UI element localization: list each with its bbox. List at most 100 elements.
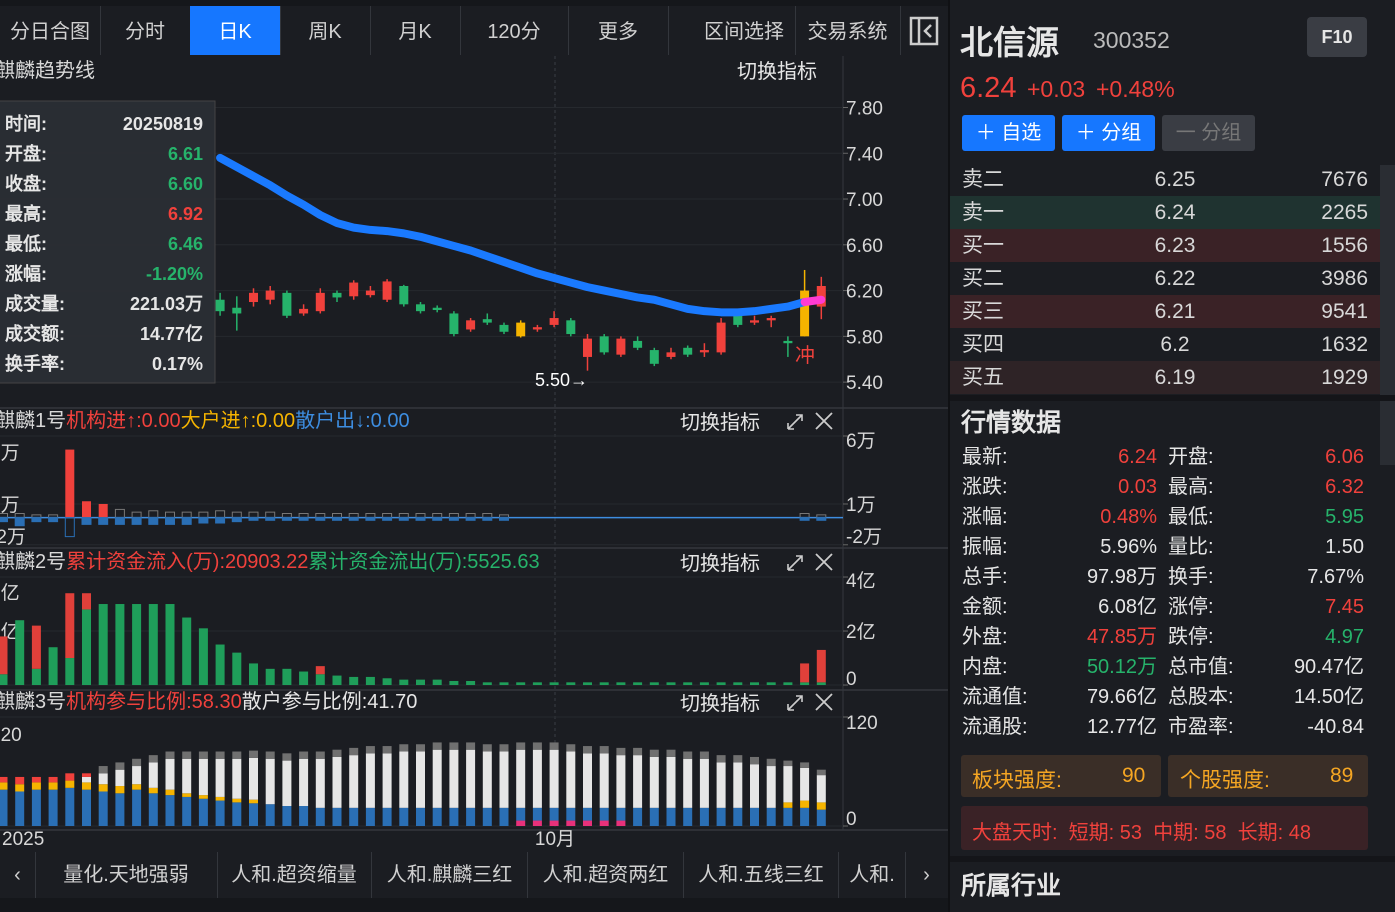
bottom-tab[interactable]: 人和.超资两红 bbox=[528, 852, 684, 898]
y-tick-label: 5.40 bbox=[846, 373, 883, 394]
action-button[interactable]: ＋ 分组 bbox=[1062, 115, 1155, 151]
bottom-tab[interactable]: 人和.麒麟三红 bbox=[372, 852, 528, 898]
switch-indicator: 切换指标 bbox=[680, 411, 760, 434]
tab-prev[interactable]: ‹ bbox=[0, 852, 36, 898]
quote-value: 4.97 bbox=[1325, 626, 1364, 648]
y-tick-label: 2亿 bbox=[846, 621, 876, 643]
collapse-icon[interactable] bbox=[900, 6, 948, 55]
tab[interactable]: 区间选择 bbox=[693, 6, 796, 55]
inflow-bar bbox=[666, 682, 676, 686]
outflow-bar bbox=[298, 517, 309, 521]
candle-body bbox=[365, 290, 375, 296]
stack-segment bbox=[249, 757, 258, 800]
inflow-bar bbox=[733, 682, 743, 686]
inflow-bar bbox=[699, 682, 709, 686]
stack-segment bbox=[82, 789, 91, 827]
stack-segment bbox=[482, 807, 492, 827]
stack-segment bbox=[382, 807, 392, 827]
stack-segment bbox=[549, 749, 559, 808]
tab[interactable]: 分日合图 bbox=[0, 6, 101, 55]
stack-segment bbox=[365, 807, 375, 827]
tab[interactable]: 120分 bbox=[460, 6, 569, 55]
quote-row: 流通值: 79.66亿 总股本: 14.50亿 bbox=[950, 682, 1380, 712]
x-label: 2025 bbox=[2, 829, 44, 850]
bottom-tab[interactable]: 人和.超资缩量 bbox=[217, 852, 372, 898]
candle-body bbox=[683, 347, 693, 355]
candle-body bbox=[382, 281, 392, 300]
tooltip-value: 6.92 bbox=[168, 204, 203, 224]
stack-segment bbox=[198, 795, 208, 799]
panel-item: 机构参与比例:58.30 bbox=[66, 690, 242, 713]
tab-next[interactable]: › bbox=[923, 864, 930, 886]
quote-value: 0.48% bbox=[1100, 506, 1157, 528]
stack-segment bbox=[566, 751, 576, 808]
candle-body bbox=[750, 320, 759, 323]
stack-segment bbox=[683, 758, 693, 808]
stack-segment bbox=[683, 751, 693, 759]
stack-segment bbox=[332, 807, 342, 827]
stack-segment bbox=[65, 787, 75, 827]
panel-item: 散户参与比例:41.70 bbox=[242, 690, 418, 713]
expand-icon bbox=[787, 695, 803, 711]
bottom-tab[interactable]: 人和. bbox=[839, 852, 906, 898]
price-pct: +0.48% bbox=[1096, 76, 1175, 102]
stack-segment bbox=[299, 758, 309, 807]
quote-label: 跌停: bbox=[1168, 626, 1214, 648]
panel-name: 麒麟2号 bbox=[0, 550, 66, 573]
order-row: 买三 6.21 9541 bbox=[950, 295, 1380, 328]
stack-segment bbox=[98, 773, 108, 785]
y-tick-label: 0 bbox=[846, 809, 857, 830]
stack-segment bbox=[15, 791, 25, 827]
order-row: 买一 6.23 1556 bbox=[950, 229, 1380, 262]
stack-segment bbox=[315, 807, 325, 827]
stack-segment bbox=[115, 786, 125, 794]
tab[interactable]: 分时 bbox=[100, 6, 191, 55]
tab[interactable]: 日K bbox=[190, 6, 281, 55]
tab[interactable]: 交易系统 bbox=[795, 6, 901, 55]
stack-segment bbox=[265, 751, 275, 759]
inflow-bar bbox=[482, 682, 492, 686]
stack-segment bbox=[482, 744, 492, 752]
expand-icon bbox=[787, 555, 803, 571]
outflow-bar bbox=[48, 517, 59, 523]
stack-segment bbox=[783, 807, 793, 827]
tooltip-value: 20250819 bbox=[123, 114, 203, 134]
stack-segment bbox=[699, 751, 709, 759]
order-name: 买三 bbox=[962, 300, 1004, 323]
stack-segment bbox=[482, 751, 492, 808]
action-button[interactable]: ＋ 自选 bbox=[962, 115, 1055, 151]
bottom-tab[interactable]: 人和.五线三红 bbox=[684, 852, 839, 898]
candle-body bbox=[616, 338, 626, 355]
tab[interactable]: 月K bbox=[370, 6, 461, 55]
order-price: 6.23 bbox=[1154, 234, 1196, 257]
tab[interactable]: 周K bbox=[280, 6, 371, 55]
inflow-bar bbox=[499, 682, 509, 686]
stack-segment bbox=[449, 807, 459, 827]
stack-segment bbox=[282, 760, 292, 807]
tab[interactable]: 更多 bbox=[568, 6, 669, 55]
quote-label: 外盘: bbox=[962, 626, 1008, 648]
bottom-tab[interactable]: 量化.天地强弱 bbox=[35, 852, 218, 898]
action-button[interactable]: 一 分组 bbox=[1162, 115, 1255, 151]
stack-segment bbox=[649, 807, 659, 827]
stack-segment bbox=[98, 784, 108, 792]
stack-segment bbox=[733, 807, 743, 827]
inflow-bar bbox=[549, 682, 559, 686]
quote-label: 量比: bbox=[1168, 536, 1214, 558]
outflow-bar bbox=[98, 517, 109, 525]
stack-segment bbox=[633, 747, 643, 756]
stack-segment bbox=[148, 787, 158, 794]
inflow-bar bbox=[649, 682, 659, 686]
inflow-bar bbox=[198, 628, 208, 686]
f10-button[interactable]: F10 bbox=[1307, 17, 1367, 57]
y-tick-label: 7.80 bbox=[846, 98, 883, 119]
order-volume: 7676 bbox=[1321, 168, 1368, 191]
stack-segment bbox=[532, 820, 542, 827]
quote-value: 12.77亿 bbox=[1086, 716, 1157, 738]
tooltip-label: 最高: bbox=[5, 203, 47, 224]
switch-indicator: 切换指标 bbox=[680, 692, 760, 715]
stack-segment bbox=[249, 803, 258, 827]
section-gap bbox=[950, 395, 1395, 401]
stack-segment bbox=[416, 807, 425, 827]
stack-segment bbox=[299, 751, 309, 759]
